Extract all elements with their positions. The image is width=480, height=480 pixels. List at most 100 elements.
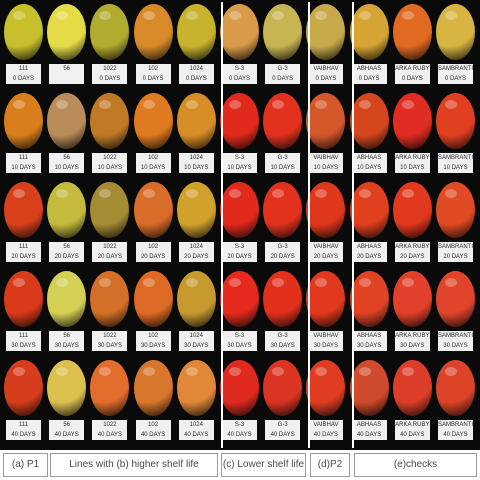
sample-tag: ARKA RUBY 20 DAYS [394, 242, 430, 262]
sample-tag-line: 40 DAYS [227, 432, 252, 438]
tomato-fruit [392, 4, 432, 60]
tomato-fruit [263, 93, 303, 149]
sample-tag: 1022 40 DAYS [92, 420, 128, 440]
fruit-cell: ARKA RUBY 40 DAYS [391, 358, 434, 447]
sample-tag: ABHAAS 30 DAYS [351, 331, 387, 351]
sample-tag-line: ABHAAS [356, 66, 382, 72]
tomato-fruit [90, 182, 130, 238]
sample-tag: 111 10 DAYS [6, 153, 41, 173]
fruit-cell: S-3 40 DAYS [218, 358, 261, 447]
sample-tag-line: 102 [148, 244, 159, 250]
tomato-fruit [306, 360, 346, 416]
sample-tag: S-3 0 DAYS [222, 64, 257, 84]
sample-tag-line: 30 DAYS [227, 343, 252, 349]
fruit-cell: 1022 0 DAYS [88, 2, 131, 91]
sample-tag: 102 30 DAYS [135, 331, 171, 351]
sample-tag-line: 0 DAYS [272, 76, 294, 82]
sample-tag-line: SAMBRANTI [438, 333, 473, 339]
sample-tag-line: 20 DAYS [270, 254, 295, 260]
sample-tag: 56 30 DAYS [49, 331, 85, 351]
sample-tag: S-3 20 DAYS [222, 242, 257, 262]
sample-tag-line: VAIBHAV [313, 66, 339, 72]
sample-tag-line: 20 DAYS [313, 254, 338, 260]
group-divider [352, 2, 354, 448]
sample-tag-line: 1024 [189, 333, 203, 339]
sample-tag: SAMBRANTI 10 DAYS [438, 153, 473, 173]
fruit-cell: 111 0 DAYS [2, 2, 45, 91]
sample-tag-line: 1022 [103, 244, 117, 250]
fruit-cell: 56 20 DAYS [45, 180, 88, 269]
sample-tag-line: 20 DAYS [356, 254, 382, 260]
sample-tag-line: ARKA RUBY [395, 66, 430, 72]
sample-tag: 1024 30 DAYS [178, 331, 214, 351]
fruit-cell: VAIBHAV 40 DAYS [304, 358, 347, 447]
sample-tag-line: 1022 [103, 66, 117, 72]
tomato-fruit [392, 360, 432, 416]
sample-tag: 1022 0 DAYS [92, 64, 128, 84]
sample-tag: ABHAAS 10 DAYS [351, 153, 387, 173]
sample-tag: 111 20 DAYS [6, 242, 41, 262]
tomato-fruit [349, 182, 389, 238]
sample-tag: 111 0 DAYS [6, 64, 41, 84]
tomato-fruit [263, 4, 303, 60]
sample-tag-line: 10 DAYS [11, 165, 36, 171]
sample-tag-line: 30 DAYS [270, 343, 295, 349]
sample-tag-line: 30 DAYS [443, 343, 468, 349]
sample-tag-line: 10 DAYS [97, 165, 122, 171]
sample-tag-line: 111 [18, 66, 29, 72]
tomato-fruit [392, 93, 432, 149]
sample-tag: 1022 30 DAYS [92, 331, 128, 351]
sample-tag: G-3 10 DAYS [265, 153, 301, 173]
sample-tag-line: ABHAAS [356, 155, 382, 161]
tomato-fruit [263, 360, 303, 416]
tomato-fruit [90, 271, 130, 327]
fruit-cell: SAMBRANTI 30 DAYS [434, 269, 477, 358]
sample-tag-line: 102 [148, 66, 159, 72]
sample-tag: ABHAAS 20 DAYS [351, 242, 387, 262]
fruit-cell: S-3 10 DAYS [218, 91, 261, 180]
fruit-cell: G-3 10 DAYS [261, 91, 304, 180]
sample-tag: S-3 10 DAYS [222, 153, 257, 173]
sample-tag-line: 40 DAYS [54, 432, 79, 438]
fruit-cell: 102 30 DAYS [132, 269, 175, 358]
sample-tag-line: S-3 [234, 66, 245, 72]
sample-tag-line: 30 DAYS [184, 343, 209, 349]
sample-tag-line: 111 [18, 155, 29, 161]
sample-tag-line: VAIBHAV [313, 422, 339, 428]
fruit-cell: S-3 20 DAYS [218, 180, 261, 269]
fruit-cell: 111 30 DAYS [2, 269, 45, 358]
sample-tag-line: VAIBHAV [313, 244, 339, 250]
sample-tag-line: G-3 [277, 66, 288, 72]
sample-tag-line: 40 DAYS [140, 432, 166, 438]
sample-tag-line: 0 DAYS [358, 76, 380, 82]
tomato-fruit [306, 271, 346, 327]
sample-tag: S-3 40 DAYS [222, 420, 257, 440]
sample-tag-line: 1022 [103, 422, 117, 428]
sample-tag-line: 40 DAYS [443, 432, 468, 438]
sample-tag-line: 10 DAYS [184, 165, 209, 171]
sample-tag: 1022 20 DAYS [92, 242, 128, 262]
fruit-cell: 1024 40 DAYS [175, 358, 218, 447]
sample-tag: VAIBHAV 40 DAYS [308, 420, 344, 440]
sample-tag-line: 111 [18, 422, 29, 428]
fruit-cell: SAMBRANTI 10 DAYS [434, 91, 477, 180]
sample-tag-line: 0 DAYS [185, 76, 207, 82]
sample-tag-line: SAMBRANTI [438, 244, 473, 250]
tomato-fruit [392, 271, 432, 327]
sample-tag-line: 40 DAYS [270, 432, 295, 438]
tomato-fruit [90, 93, 130, 149]
sample-tag: 102 10 DAYS [135, 153, 171, 173]
sample-tag-line: 20 DAYS [443, 254, 468, 260]
sample-tag-line: 0 DAYS [99, 76, 121, 82]
tomato-fruit [133, 360, 173, 416]
sample-tag-line: 1022 [103, 333, 117, 339]
sample-tag: 1024 0 DAYS [178, 64, 214, 84]
sample-tag: 102 0 DAYS [135, 64, 171, 84]
sample-tag-line: SAMBRANTI [438, 155, 473, 161]
tomato-fruit [176, 182, 216, 238]
fruit-cell: 1022 10 DAYS [88, 91, 131, 180]
fruit-cell: ARKA RUBY 10 DAYS [391, 91, 434, 180]
sample-tag: 56 10 DAYS [49, 153, 85, 173]
